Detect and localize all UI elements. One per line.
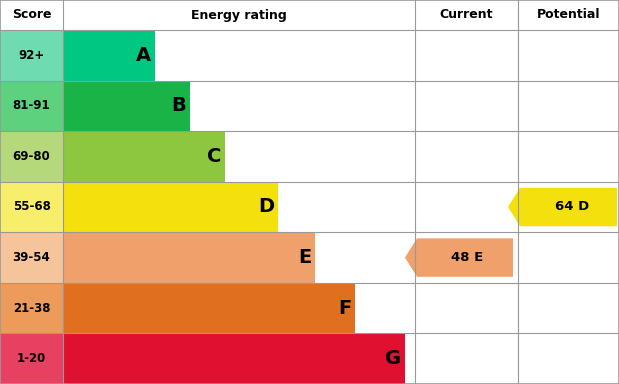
Text: 48 E: 48 E	[451, 251, 483, 264]
Bar	[0, 30, 63, 81]
Text: 39-54: 39-54	[12, 251, 50, 264]
Text: D: D	[258, 197, 274, 217]
Polygon shape	[405, 238, 513, 277]
Bar	[0, 81, 63, 131]
Text: 64 D: 64 D	[555, 200, 590, 214]
Bar	[0, 131, 63, 182]
Text: 92+: 92+	[19, 49, 45, 62]
Text: 55-68: 55-68	[12, 200, 50, 214]
Bar	[63, 232, 315, 283]
Bar	[0, 283, 63, 333]
Text: C: C	[207, 147, 221, 166]
Bar	[0, 333, 63, 384]
Text: 1-20: 1-20	[17, 352, 46, 365]
Bar	[0, 232, 63, 283]
Text: G: G	[385, 349, 401, 368]
Text: 21-38: 21-38	[13, 302, 50, 314]
Text: B: B	[171, 96, 186, 115]
Text: 69-80: 69-80	[12, 150, 50, 163]
Text: Energy rating: Energy rating	[191, 8, 287, 22]
Text: Score: Score	[12, 8, 51, 22]
Bar	[0, 182, 63, 232]
Text: Potential: Potential	[537, 8, 600, 22]
Text: A: A	[136, 46, 151, 65]
Bar	[63, 182, 278, 232]
Text: F: F	[338, 299, 351, 318]
Polygon shape	[508, 188, 617, 226]
Bar	[63, 333, 405, 384]
Bar	[63, 30, 155, 81]
Text: E: E	[298, 248, 311, 267]
Bar	[63, 81, 190, 131]
Bar	[63, 131, 225, 182]
Bar	[63, 283, 355, 333]
Text: Current: Current	[439, 8, 493, 22]
Text: 81-91: 81-91	[12, 99, 50, 113]
